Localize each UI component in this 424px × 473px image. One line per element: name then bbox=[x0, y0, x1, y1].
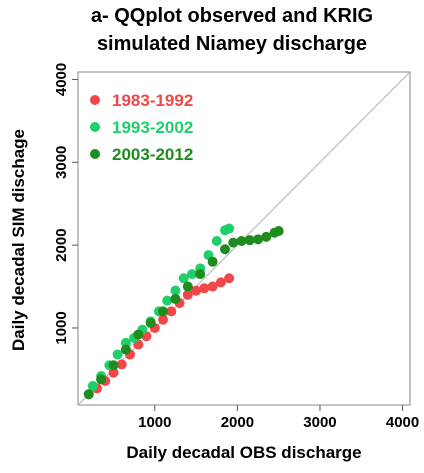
point bbox=[253, 234, 264, 245]
point bbox=[195, 269, 206, 280]
x-tick-label: 3000 bbox=[303, 414, 336, 431]
point bbox=[108, 360, 119, 371]
point bbox=[87, 380, 98, 391]
x-axis-label: Daily decadal OBS discharge bbox=[126, 443, 361, 462]
legend-label: 2003-2012 bbox=[112, 145, 193, 164]
point bbox=[273, 226, 284, 237]
point bbox=[199, 283, 210, 294]
point bbox=[83, 389, 94, 400]
point bbox=[228, 237, 239, 248]
legend-swatch bbox=[90, 95, 100, 105]
point bbox=[145, 317, 156, 328]
point bbox=[166, 306, 177, 317]
legend-label: 1983-1992 bbox=[112, 91, 193, 110]
point bbox=[211, 235, 222, 246]
point bbox=[112, 349, 123, 360]
point bbox=[120, 344, 131, 355]
point bbox=[261, 231, 272, 242]
y-axis-label: Daily decadal SIM dischage bbox=[9, 129, 28, 351]
point bbox=[244, 235, 255, 246]
point bbox=[224, 273, 235, 284]
point bbox=[207, 281, 218, 292]
point bbox=[158, 306, 169, 317]
y-tick-label: 3000 bbox=[53, 146, 70, 179]
point bbox=[207, 256, 218, 267]
x-tick-label: 4000 bbox=[386, 414, 419, 431]
point bbox=[215, 277, 226, 288]
plot-frame bbox=[77, 71, 411, 406]
point bbox=[170, 285, 181, 296]
point bbox=[108, 367, 119, 378]
point bbox=[186, 269, 197, 280]
point bbox=[116, 359, 127, 370]
chart-subtitle: simulated Niamey discharge bbox=[97, 33, 367, 55]
y-tick-label: 2000 bbox=[53, 228, 70, 261]
point bbox=[170, 293, 181, 304]
legend-label: 1993-2002 bbox=[112, 118, 193, 137]
x-tick-label: 2000 bbox=[221, 414, 254, 431]
point bbox=[220, 244, 231, 255]
legend-swatch bbox=[90, 149, 100, 159]
point bbox=[224, 223, 235, 234]
x-tick-label: 1000 bbox=[138, 414, 171, 431]
point bbox=[162, 295, 173, 306]
point bbox=[182, 281, 193, 292]
legend-swatch bbox=[90, 122, 100, 132]
point bbox=[182, 289, 193, 300]
point bbox=[191, 285, 202, 296]
y-tick-label: 1000 bbox=[53, 311, 70, 344]
point bbox=[236, 235, 247, 246]
point bbox=[178, 273, 189, 284]
point bbox=[158, 314, 169, 325]
point bbox=[133, 329, 144, 340]
chart-title: a- QQplot observed and KRIG bbox=[91, 5, 373, 27]
point bbox=[96, 374, 107, 385]
y-tick-label: 4000 bbox=[53, 63, 70, 96]
